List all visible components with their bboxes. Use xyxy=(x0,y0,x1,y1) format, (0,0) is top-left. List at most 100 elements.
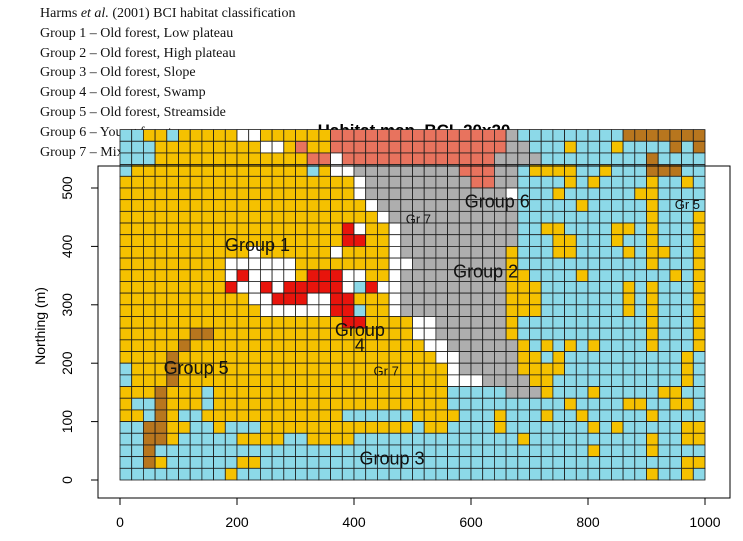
heatmap-cell xyxy=(552,304,566,317)
heatmap-cell xyxy=(692,444,706,458)
heatmap-cell xyxy=(236,210,250,224)
heatmap-cell xyxy=(189,316,203,329)
heatmap-cell xyxy=(482,351,495,364)
heatmap-cell xyxy=(365,339,378,352)
heatmap-cell xyxy=(201,467,214,481)
heatmap-cell xyxy=(376,175,390,189)
heatmap-cell xyxy=(657,234,671,247)
heatmap-cell xyxy=(353,175,367,189)
heatmap-cell xyxy=(259,351,273,364)
heatmap-cell xyxy=(376,432,390,446)
heatmap-cell xyxy=(248,210,261,224)
heatmap-cell xyxy=(657,257,671,271)
heatmap-cell xyxy=(447,222,460,236)
heatmap-cell xyxy=(236,467,250,481)
heatmap-cell xyxy=(330,304,343,317)
heatmap-cell xyxy=(248,362,261,376)
heatmap-cell xyxy=(423,187,437,201)
heatmap-cell xyxy=(178,245,191,259)
heatmap-cell xyxy=(376,281,390,294)
heatmap-cell xyxy=(201,152,214,166)
heatmap-cell xyxy=(529,175,542,189)
heatmap-cell xyxy=(154,281,168,294)
heatmap-cell xyxy=(189,432,203,446)
heatmap-cell xyxy=(657,140,671,154)
heatmap-cell xyxy=(178,222,191,236)
heatmap-cell xyxy=(400,386,413,399)
heatmap-cell xyxy=(529,432,542,446)
heatmap-cell xyxy=(201,432,214,446)
heatmap-cell xyxy=(493,397,507,411)
heatmap-cell xyxy=(283,269,296,282)
heatmap-cell xyxy=(575,175,589,189)
heatmap-cell xyxy=(517,397,530,411)
heatmap-cell xyxy=(599,432,612,446)
heatmap-cell xyxy=(248,199,261,212)
heatmap-cell xyxy=(669,374,683,387)
heatmap-cell xyxy=(540,199,554,212)
heatmap-cell xyxy=(447,140,460,154)
heatmap-cell xyxy=(599,397,612,411)
heatmap-cell xyxy=(201,210,214,224)
heatmap-cell xyxy=(400,199,413,212)
heatmap-cell xyxy=(283,129,296,142)
heatmap-cell xyxy=(248,304,261,317)
heatmap-cell xyxy=(213,269,226,282)
heatmap-cell xyxy=(376,421,390,434)
heatmap-cell xyxy=(341,199,355,212)
heatmap-cell xyxy=(412,339,425,352)
heatmap-cell xyxy=(306,339,320,352)
heatmap-cell xyxy=(669,129,683,142)
heatmap-cell xyxy=(493,421,507,434)
heatmap-cell xyxy=(166,281,179,294)
heatmap-cell xyxy=(306,292,320,306)
y-tick-label: 200 xyxy=(59,351,75,375)
heatmap-cell xyxy=(540,269,554,282)
heatmap-cell xyxy=(271,444,285,458)
heatmap-cell xyxy=(248,351,261,364)
heatmap-cell xyxy=(517,444,530,458)
heatmap-cell xyxy=(540,257,554,271)
heatmap-cell xyxy=(646,245,659,259)
heatmap-cell xyxy=(341,444,355,458)
heatmap-cell xyxy=(131,351,144,364)
heatmap-cell xyxy=(236,316,250,329)
heatmap-cell xyxy=(681,386,694,399)
heatmap-cell xyxy=(622,351,636,364)
heatmap-cell xyxy=(587,374,601,387)
heatmap-cell xyxy=(634,199,647,212)
heatmap-cell xyxy=(599,257,612,271)
heatmap-cell xyxy=(505,421,519,434)
legend-heading-rest: (2001) BCI habitat classification xyxy=(112,6,296,21)
heatmap-cell xyxy=(669,362,683,376)
heatmap-cell xyxy=(540,210,554,224)
heatmap-cell xyxy=(435,421,448,434)
heatmap-cell xyxy=(189,304,203,317)
heatmap-cell xyxy=(131,210,144,224)
heatmap-cell xyxy=(692,339,706,352)
heatmap-cell xyxy=(166,421,179,434)
heatmap-cell xyxy=(283,339,296,352)
heatmap-cell xyxy=(213,245,226,259)
heatmap-cell xyxy=(154,269,168,282)
heatmap-cell xyxy=(271,351,285,364)
heatmap-cell xyxy=(330,245,343,259)
legend-heading-author: Harms xyxy=(40,6,78,21)
heatmap-cell xyxy=(611,397,624,411)
heatmap-cell xyxy=(669,327,683,341)
heatmap-cell xyxy=(353,374,367,387)
heatmap-cell xyxy=(400,152,413,166)
heatmap-cell xyxy=(119,245,133,259)
heatmap-cell xyxy=(540,456,554,469)
heatmap-cell xyxy=(295,432,308,446)
heatmap-cell xyxy=(318,421,331,434)
heatmap-cell xyxy=(353,409,367,423)
heatmap-cell xyxy=(213,304,226,317)
heatmap-cell xyxy=(575,245,589,259)
heatmap-cell xyxy=(178,140,191,154)
heatmap-cell xyxy=(692,152,706,166)
heatmap-cell xyxy=(178,456,191,469)
heatmap-cell xyxy=(622,421,636,434)
heatmap-cell xyxy=(271,421,285,434)
heatmap-cell xyxy=(552,222,566,236)
